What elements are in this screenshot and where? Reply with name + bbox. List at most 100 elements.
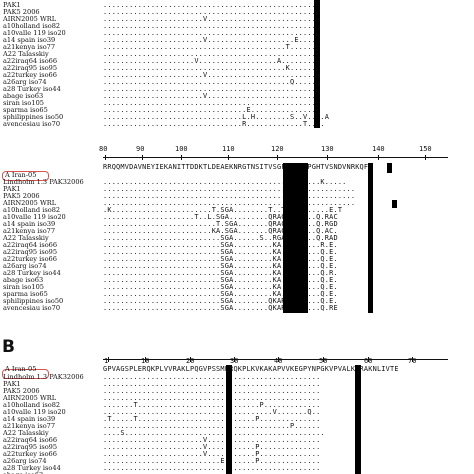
sequence-row: .K.......................T.SGA........T.… [103, 206, 343, 214]
sequence-row: .....................V..................… [103, 57, 321, 65]
reference-sequence: GPVAGSPLERQKPLVVRAKLPQGVPSSMERQKPLKVKAKA… [103, 365, 399, 373]
sequence-row: ........................................… [103, 29, 321, 37]
sequence-name: abage iso63 [3, 92, 44, 100]
sequence-name: AIRN2005 WRL [3, 199, 57, 207]
ruler-number: 40 [274, 357, 283, 365]
sequence-row: ...........................SGA.........K… [103, 290, 338, 298]
sequence-row: ........................................… [103, 78, 321, 86]
sequence-row: ...........................E.......P....… [103, 457, 321, 465]
sequence-name: a10valle 119 iso20 [3, 213, 66, 221]
sequence-name: a22turkey iso66 [3, 255, 57, 263]
sequence-row: .......................V................… [103, 92, 321, 100]
sequence-name: avencesiau iso70 [3, 120, 61, 128]
sequence-name: a28 Turkey iso44 [3, 85, 61, 93]
sequence-name: a14 spain iso39 [3, 36, 56, 44]
sequence-name: a22iraq95 iso95 [3, 64, 58, 72]
conserved-column-shade [226, 365, 232, 474]
ruler-number: 130 [321, 145, 334, 153]
sequence-row: .......T............................P...… [103, 401, 321, 409]
ruler-number: 50 [319, 357, 328, 365]
sequence-row: ........................................… [103, 199, 356, 207]
reference-name: A Iran-05 [5, 365, 37, 373]
sequence-name: a22iraq64 iso66 [3, 436, 58, 444]
sequence-name: sparma iso65 [3, 106, 48, 114]
sequence-name: PAK1 [3, 185, 21, 193]
sequence-row: ..........................T.SGA.......QR… [103, 220, 338, 228]
ruler-tick [327, 155, 328, 160]
reference-name: A Iran-05 [5, 171, 37, 179]
sequence-name: sphilippines iso50 [3, 297, 64, 305]
ruler-tick [425, 155, 426, 160]
sequence-name: sparma iso65 [3, 290, 48, 298]
ruler-number: 140 [372, 145, 385, 153]
sequence-row: ........................................… [103, 43, 321, 51]
sequence-name: AIRN2005 WRL [3, 15, 57, 23]
sequence-name: a26arg iso74 [3, 262, 47, 270]
sequence-name: PAK5 2006 [3, 387, 40, 395]
sequence-row: ........................................… [103, 380, 321, 388]
ruler-tick [368, 357, 369, 362]
ruler-number: 60 [364, 357, 373, 365]
sequence-name: sphilippines iso50 [3, 113, 64, 121]
sequence-name: a26arg iso74 [3, 457, 47, 465]
sequence-row: ........................................… [103, 472, 325, 474]
sequence-name: AIRN2005 WRL [3, 394, 57, 402]
ruler-tick [278, 357, 279, 362]
ruler-number: 30 [230, 357, 239, 365]
ruler-tick [145, 357, 146, 362]
sequence-name: a22turkey iso66 [3, 71, 57, 79]
ruler-number: 10 [141, 357, 150, 365]
ruler-number: 110 [222, 145, 235, 153]
ruler-tick [234, 357, 235, 362]
sequence-row: .T.....T...........................P....… [103, 415, 321, 423]
sequence-row: ........................................… [103, 394, 321, 402]
sequence-row: ........................................… [103, 185, 356, 193]
sequence-name: a22iraq95 iso95 [3, 443, 58, 451]
sequence-row: .......................V................… [103, 36, 321, 44]
panel-b-label: B [2, 337, 15, 357]
sequence-row: ...........................SGA.........K… [103, 276, 338, 284]
ruler-tick [323, 357, 324, 362]
sequence-name: A22 Talasskiy [3, 50, 49, 58]
sequence-name: siran iso105 [3, 283, 44, 291]
sequence-name: a22iraq95 iso95 [3, 248, 58, 256]
ruler-tick [412, 357, 413, 362]
sequence-row: ........................................… [103, 22, 321, 30]
sequence-name: a26arg iso74 [3, 78, 47, 86]
sequence-name: PAK1 [3, 380, 21, 388]
ruler-tick [181, 155, 182, 160]
sequence-name: a10holland iso82 [3, 206, 61, 214]
ruler-tick [277, 155, 278, 160]
reference-sequence: RRQQMVDAVNEYIEKANITTDDKTLDEAEKNRGTNSITVS… [103, 163, 373, 171]
sequence-name: A22 Talasskiy [3, 429, 49, 437]
sequence-row: ...........................SGA........QK… [103, 297, 338, 305]
sequence-row: ........................................… [103, 1, 321, 9]
sequence-row: .......................V...........P....… [103, 450, 321, 458]
sequence-row: ........................................… [103, 178, 347, 186]
sequence-name: a14 spain iso39 [3, 415, 56, 423]
sequence-name: a21kenya iso77 [3, 422, 56, 430]
sequence-name: a22turkey iso66 [3, 450, 57, 458]
sequence-name: abage iso63 [3, 472, 43, 474]
sequence-row: ....S...................................… [103, 429, 325, 437]
sequence-row: ........................................… [103, 422, 321, 430]
sequence-name: avencesiau iso70 [3, 304, 61, 312]
sequence-name: siran iso105 [3, 99, 44, 107]
ruler-tick [378, 155, 379, 160]
sequence-name: a22iraq64 iso66 [3, 57, 58, 65]
sequence-row: ........................................… [103, 464, 321, 472]
sequence-row: ........................................… [103, 192, 356, 200]
sequence-row: .......................................V… [103, 408, 321, 416]
ruler-number: 70 [408, 357, 417, 365]
ruler-tick [228, 155, 229, 160]
sequence-name: a14 spain iso39 [3, 220, 56, 228]
ruler-tick [108, 357, 109, 362]
sequence-row: ........................................… [103, 373, 321, 381]
sequence-row: .......................V...........P....… [103, 443, 321, 451]
sequence-row: .......................V................… [103, 71, 321, 79]
sequence-row: .........................KA.SGA.......QR… [103, 227, 338, 235]
sequence-name: PAK5 2006 [3, 8, 40, 16]
sequence-name: a10holland iso82 [3, 401, 61, 409]
sequence-name: a21kenya iso77 [3, 227, 56, 235]
